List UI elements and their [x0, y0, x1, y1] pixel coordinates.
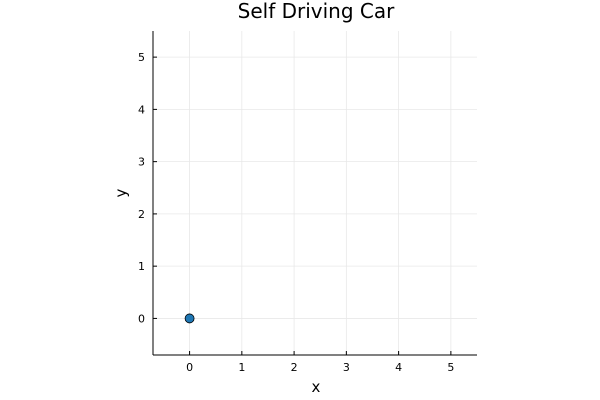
x-tick-label: 1 [238, 361, 245, 374]
grid [153, 31, 477, 355]
y-tick-label: 3 [138, 156, 145, 169]
y-tick-label: 2 [138, 208, 145, 221]
x-tick-label: 2 [291, 361, 298, 374]
y-axis-label: y [112, 188, 130, 197]
chart-title: Self Driving Car [238, 0, 395, 23]
ticks: 0 1 2 3 4 5 0 1 2 3 4 5 [138, 51, 454, 374]
x-tick-label: 4 [395, 361, 402, 374]
data-point [184, 313, 195, 324]
x-tick-label: 5 [447, 361, 454, 374]
y-tick-label: 0 [138, 312, 145, 325]
data-points [184, 313, 195, 324]
x-axis-label: x [312, 378, 321, 396]
x-tick-label: 3 [343, 361, 350, 374]
y-tick-label: 1 [138, 260, 145, 273]
x-tick-label: 0 [186, 361, 193, 374]
y-tick-label: 5 [138, 51, 145, 64]
y-tick-label: 4 [138, 103, 145, 116]
